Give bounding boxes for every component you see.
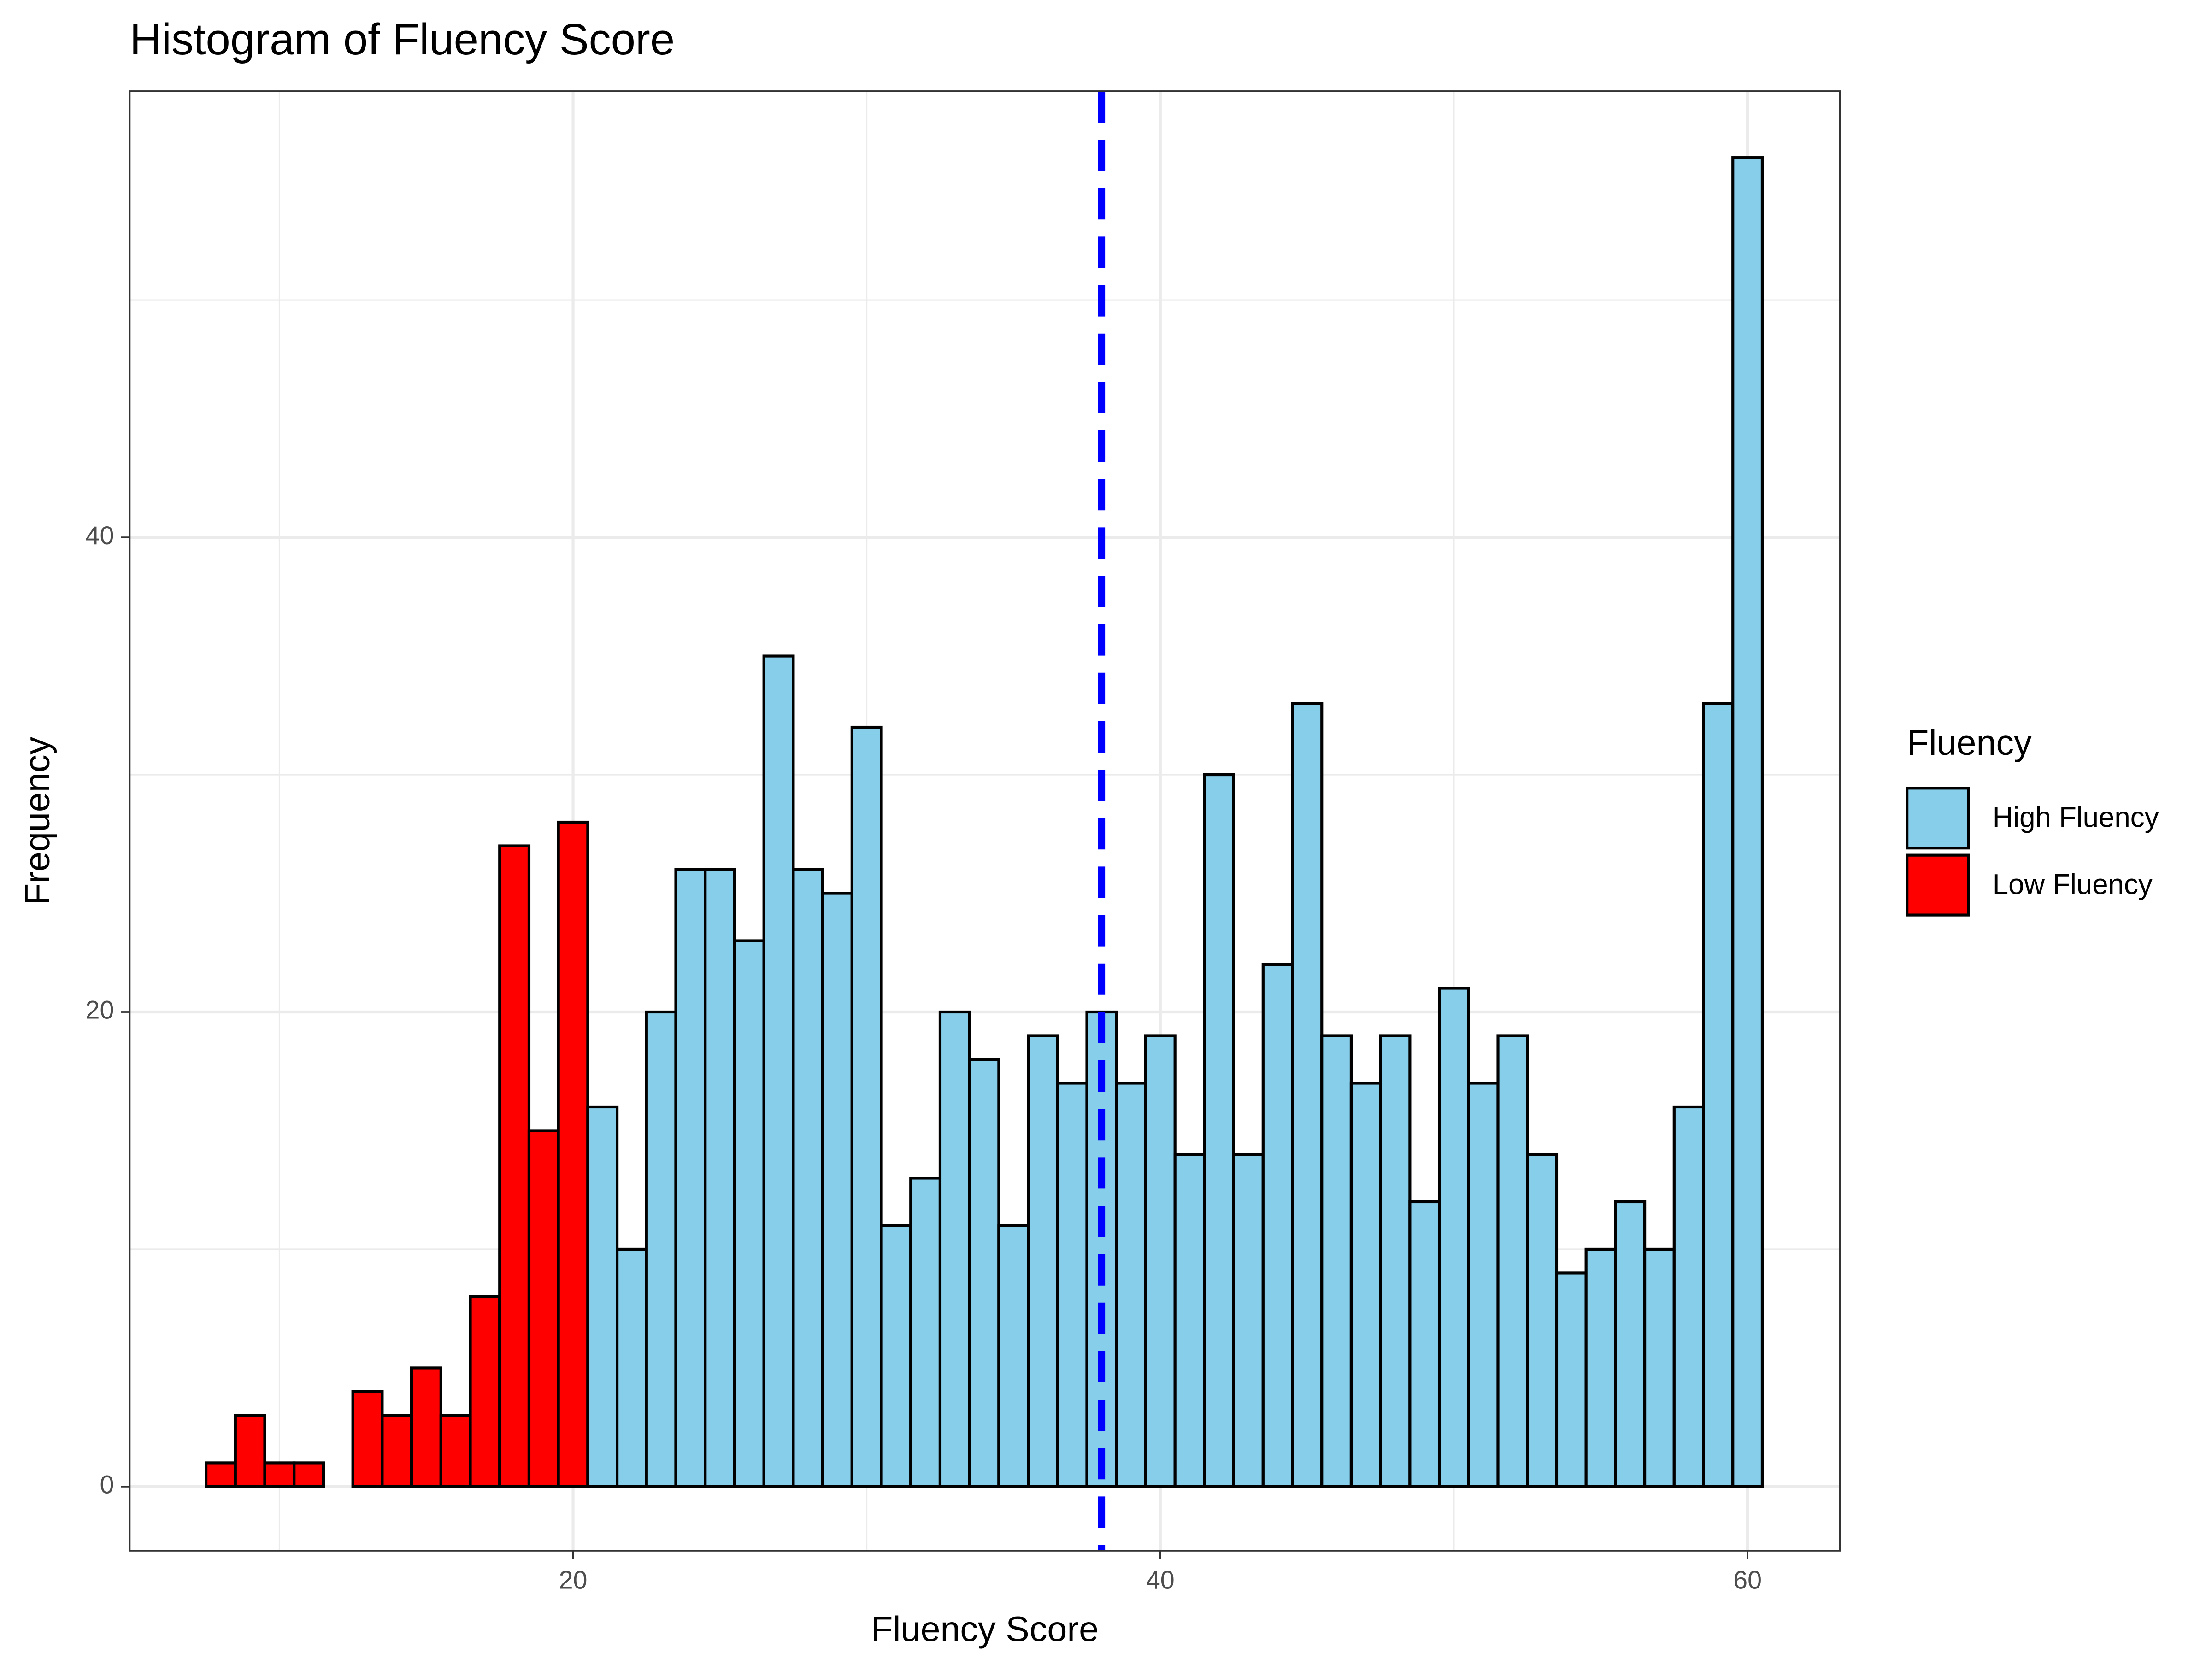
bar	[498, 844, 531, 1488]
bar	[381, 1414, 413, 1488]
bar	[1115, 1082, 1147, 1488]
bar	[1203, 773, 1235, 1488]
bar	[586, 1105, 619, 1488]
x-tick-label: 60	[1733, 1566, 1762, 1594]
x-tick-label: 20	[559, 1566, 588, 1594]
bar	[880, 1224, 912, 1488]
bar	[1496, 1034, 1529, 1488]
bar	[234, 1414, 266, 1488]
bar	[1026, 1034, 1059, 1488]
bar	[1173, 1153, 1206, 1488]
bar	[1555, 1271, 1588, 1488]
bar	[1291, 702, 1324, 1488]
legend-label: High Fluency	[1993, 802, 2159, 834]
bar	[1731, 156, 1764, 1488]
bar	[1379, 1034, 1412, 1488]
y-axis-title: Frequency	[18, 736, 57, 905]
bar	[1643, 1247, 1676, 1488]
bar	[1614, 1200, 1647, 1488]
chart-title: Histogram of Fluency Score	[129, 15, 675, 64]
bar	[1056, 1082, 1088, 1488]
legend-swatch	[1906, 787, 1970, 850]
bar	[968, 1058, 1000, 1488]
bar	[1349, 1082, 1382, 1488]
x-tick-label: 40	[1146, 1566, 1175, 1594]
bar	[410, 1366, 442, 1488]
bar	[263, 1461, 296, 1488]
bar	[1437, 987, 1470, 1488]
bar	[1320, 1034, 1353, 1488]
bar	[293, 1461, 325, 1488]
bar	[938, 1010, 971, 1488]
bar	[469, 1295, 501, 1488]
y-tick-label: 40	[86, 521, 114, 550]
bar	[704, 868, 736, 1488]
bar	[674, 868, 707, 1488]
bar	[1672, 1105, 1705, 1488]
bar	[351, 1390, 384, 1488]
bar	[821, 892, 853, 1488]
bar	[1232, 1153, 1265, 1488]
bar	[616, 1247, 648, 1488]
bar	[439, 1414, 472, 1488]
bar	[1526, 1153, 1559, 1488]
bar	[557, 820, 589, 1488]
bar	[205, 1461, 237, 1488]
y-tick-label: 20	[86, 996, 114, 1024]
legend-title: Fluency	[1907, 723, 2032, 763]
legend-label: Low Fluency	[1993, 869, 2153, 900]
bar	[1261, 963, 1294, 1488]
bar	[1702, 702, 1735, 1488]
y-tick-label: 0	[100, 1471, 114, 1499]
bar	[1144, 1034, 1177, 1488]
panel-border	[129, 90, 1841, 1552]
bar	[645, 1010, 677, 1488]
legend-swatch	[1906, 853, 1970, 917]
bar	[850, 725, 883, 1488]
bar	[997, 1224, 1030, 1488]
bar	[909, 1177, 942, 1488]
bar	[762, 654, 795, 1488]
x-axis-title: Fluency Score	[871, 1610, 1099, 1649]
bar	[792, 868, 824, 1488]
bar	[1584, 1247, 1617, 1488]
bar	[1408, 1200, 1441, 1488]
bar	[1467, 1082, 1500, 1488]
bar	[733, 939, 765, 1488]
bar	[527, 1129, 560, 1488]
